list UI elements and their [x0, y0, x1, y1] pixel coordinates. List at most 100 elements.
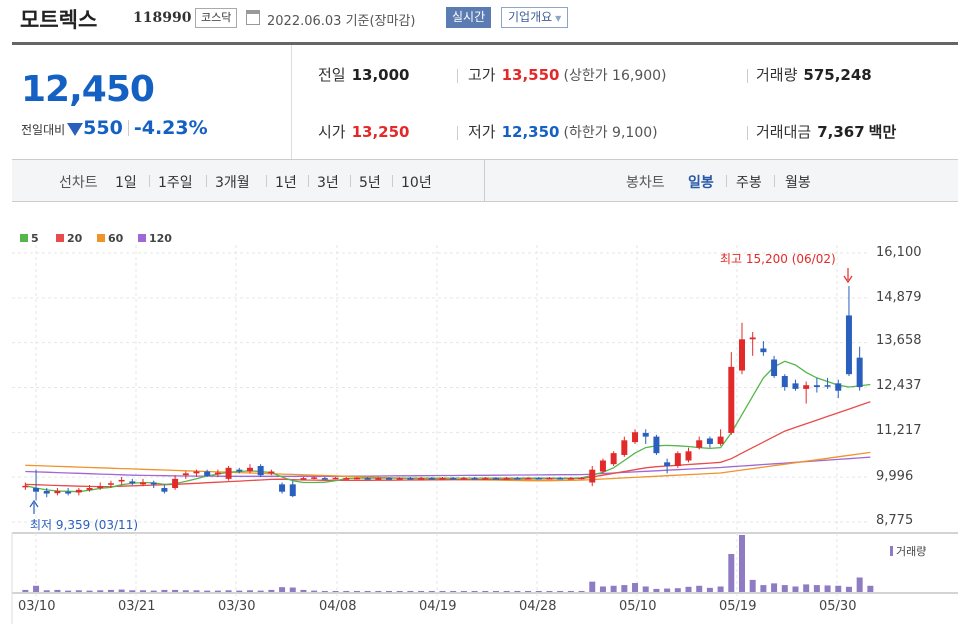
- volume-bar: [674, 588, 681, 592]
- candle-body: [321, 478, 328, 480]
- upper-limit: (상한가 16,900): [563, 68, 667, 84]
- current-price-panel: 12,450 전일대비 550 -4.23%: [12, 45, 292, 159]
- period-1w[interactable]: 1주일: [158, 175, 193, 191]
- candle-body: [150, 482, 157, 485]
- volume-bar: [525, 590, 532, 592]
- volume-bar: [610, 585, 617, 592]
- y-tick: 8,775: [876, 513, 914, 528]
- candle-body: [835, 383, 842, 391]
- volume-bar: [738, 535, 745, 592]
- candle-body: [332, 477, 339, 480]
- candle-body: [492, 478, 499, 480]
- divider: [457, 69, 458, 83]
- y-tick: 11,217: [876, 423, 922, 438]
- candle-body: [193, 471, 200, 474]
- divider: [350, 175, 351, 187]
- candle-body: [353, 477, 360, 480]
- chevron-down-icon: ▼: [555, 14, 562, 23]
- candle-body: [717, 436, 724, 444]
- period-10y[interactable]: 10년: [401, 175, 432, 191]
- volume-bar: [43, 590, 50, 592]
- volume-bar: [54, 589, 61, 592]
- candle-body: [706, 438, 713, 444]
- volume-bar: [300, 589, 307, 592]
- volume-label: 거래량: [756, 66, 798, 84]
- candle-body: [728, 366, 735, 433]
- volume-bar: [86, 590, 93, 592]
- candle-weekly[interactable]: 주봉: [736, 175, 762, 191]
- candle-body: [407, 478, 414, 480]
- candle-monthly[interactable]: 월봉: [785, 175, 811, 191]
- low-arrow-head-icon: [29, 499, 39, 508]
- candle-body: [268, 471, 275, 474]
- divider: [774, 175, 775, 187]
- candle-body: [257, 465, 264, 476]
- ma5-line: [25, 360, 871, 493]
- volume-bar: [567, 590, 574, 592]
- period-1y[interactable]: 1년: [275, 175, 297, 191]
- volume-bar: [460, 590, 467, 592]
- volume-bar: [129, 590, 136, 592]
- volume-bar: [225, 590, 232, 592]
- header-divider: [12, 42, 958, 45]
- realtime-button[interactable]: 실시간: [446, 7, 492, 28]
- ma60-swatch: [97, 234, 105, 242]
- change-label: 전일대비: [21, 123, 66, 137]
- stock-name: 모트렉스: [20, 8, 98, 32]
- volume-swatch: [890, 546, 893, 556]
- y-tick: 9,996: [876, 469, 914, 484]
- candle-body: [696, 440, 703, 448]
- candle-body: [214, 472, 221, 475]
- volume-bar: [353, 590, 360, 592]
- candle-daily[interactable]: 일봉: [688, 175, 714, 191]
- legend-ma60-label: 60: [108, 232, 124, 245]
- volume-bar: [65, 590, 72, 592]
- volume-bar: [599, 586, 606, 592]
- open-value: 13,250: [351, 123, 410, 141]
- volume-bar: [450, 590, 457, 592]
- volume-legend-label: 거래량: [896, 545, 927, 558]
- volume-bar: [75, 590, 82, 592]
- volume-bar: [236, 590, 243, 592]
- volume-bar: [439, 590, 446, 592]
- candle-body: [450, 478, 457, 480]
- candle-body: [460, 478, 467, 480]
- period-1d[interactable]: 1일: [115, 175, 137, 191]
- volume-bar: [503, 590, 510, 592]
- candle-body: [439, 478, 446, 480]
- price-summary: 12,450 전일대비 550 -4.23% 전일 13,000 고가 13,550 (상…: [12, 45, 958, 160]
- volume-bar: [289, 587, 296, 592]
- volume-bar: [375, 590, 382, 592]
- candle-body: [204, 471, 211, 476]
- ma20-line: [25, 401, 871, 488]
- ma120-swatch: [138, 234, 146, 242]
- high-annotation: 최고 15,200 (06/02): [720, 252, 836, 266]
- volume-bar: [343, 590, 350, 592]
- candle-body: [653, 436, 660, 454]
- volume-bar: [321, 590, 328, 592]
- divider: [206, 175, 207, 187]
- period-3m[interactable]: 3개월: [215, 175, 250, 191]
- y-tick: 13,658: [876, 333, 922, 348]
- volume-bar: [621, 585, 628, 592]
- low-label: 저가: [468, 123, 496, 141]
- divider: [457, 126, 458, 140]
- period-3y[interactable]: 3년: [317, 175, 339, 191]
- volume-bar: [728, 554, 735, 592]
- company-overview-dropdown[interactable]: 기업개요 ▼: [501, 7, 569, 28]
- candle-body: [236, 469, 243, 472]
- volume-bar: [557, 590, 564, 592]
- volume-bar: [781, 585, 788, 592]
- volume-bar: [386, 590, 393, 592]
- period-5y[interactable]: 5년: [359, 175, 381, 191]
- candle-body: [557, 478, 564, 480]
- volume-bar: [214, 590, 221, 592]
- volume-bar: [140, 590, 147, 592]
- candle-body: [129, 481, 136, 484]
- chart-period-bar: 선차트 1일 1주일 3개월 1년 3년 5년 10년 봉차트 일봉 주봉 월봉: [12, 160, 958, 202]
- volume-bar: [642, 586, 649, 592]
- candle-body: [22, 485, 29, 488]
- high-arrow-head-icon: [843, 275, 853, 284]
- x-tick: 04/08: [319, 599, 357, 614]
